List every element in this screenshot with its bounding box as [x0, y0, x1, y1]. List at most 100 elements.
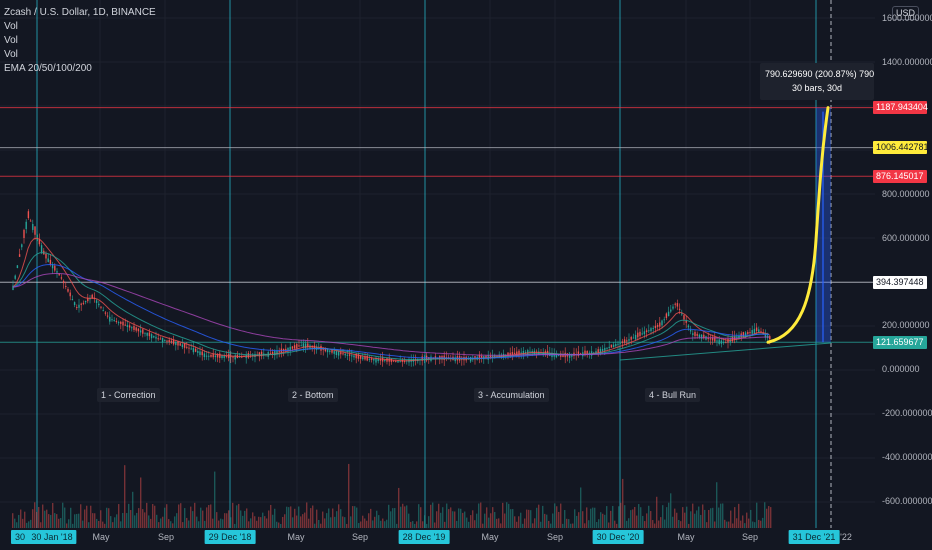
- time-axis-label[interactable]: May: [287, 532, 305, 542]
- candle-body: [379, 358, 382, 361]
- volume-bar: [124, 465, 126, 528]
- currency-badge[interactable]: USD: [892, 6, 920, 20]
- volume-bar: [746, 512, 748, 528]
- volume-bar: [612, 505, 614, 528]
- volume-bar: [620, 502, 622, 528]
- volume-bar: [32, 509, 34, 528]
- volume-bar: [158, 522, 160, 528]
- volume-bar: [666, 507, 668, 528]
- time-axis-label[interactable]: 30 Dec '20: [592, 530, 644, 544]
- ema-indicator[interactable]: EMA 20/50/100/200: [4, 63, 92, 74]
- volume-bar: [116, 514, 118, 528]
- volume-bar: [676, 512, 678, 528]
- candle-body: [159, 338, 162, 340]
- volume-bar: [274, 508, 276, 528]
- y-axis-label: 1600.000000: [882, 13, 932, 23]
- candle-body: [364, 356, 366, 360]
- time-axis-label[interactable]: Sep: [546, 532, 564, 542]
- volume-bar: [418, 504, 420, 528]
- candle-body: [287, 348, 289, 351]
- volume-bar: [292, 517, 294, 528]
- volume-bar: [766, 508, 768, 528]
- volume-bar: [18, 514, 20, 528]
- volume-bar: [402, 503, 404, 528]
- candle-body: [698, 334, 701, 338]
- volume-bar: [570, 523, 572, 528]
- candle-body: [190, 348, 192, 350]
- candle-body: [155, 336, 157, 339]
- volume-bar: [742, 515, 744, 528]
- time-axis-label[interactable]: '22: [840, 532, 852, 542]
- time-axis-label[interactable]: Sep: [351, 532, 369, 542]
- volume-bar: [550, 523, 552, 528]
- volume-bar: [130, 510, 132, 528]
- volume-indicator-2[interactable]: Vol: [4, 35, 18, 46]
- volume-bar: [330, 517, 332, 528]
- candle-body: [632, 337, 635, 339]
- volume-bar: [610, 510, 612, 528]
- time-axis-label[interactable]: May: [92, 532, 110, 542]
- price-tag-level-2: 1006.442781: [873, 141, 929, 154]
- candle-body: [113, 320, 115, 322]
- volume-bar: [90, 505, 92, 528]
- volume-bar: [586, 507, 588, 528]
- time-axis-label[interactable]: May: [677, 532, 695, 542]
- symbol-title[interactable]: Zcash / U.S. Dollar, 1D, BINANCE: [4, 7, 156, 18]
- time-axis-label[interactable]: 31 Dec '21: [788, 530, 840, 544]
- volume-bar: [50, 514, 52, 528]
- candle-body: [289, 346, 291, 352]
- volume-bar: [422, 521, 424, 528]
- candle-body: [555, 353, 558, 358]
- volume-bar: [536, 507, 538, 528]
- volume-bar: [574, 509, 576, 528]
- volume-bar: [284, 514, 286, 528]
- candle-body: [513, 352, 516, 354]
- candle-body: [716, 340, 718, 342]
- volume-bar: [566, 518, 568, 528]
- volume-bar: [172, 523, 174, 528]
- volume-bar: [254, 516, 256, 528]
- volume-bar: [594, 507, 596, 528]
- time-axis-label[interactable]: 28 Dec '19: [398, 530, 450, 544]
- volume-bar: [494, 512, 496, 528]
- time-axis-label[interactable]: May: [481, 532, 499, 542]
- y-axis-label: -400.000000: [882, 452, 932, 462]
- volume-bar: [240, 510, 242, 528]
- ema-line: [12, 237, 770, 362]
- candle-body: [346, 354, 349, 356]
- volume-bar: [314, 523, 316, 528]
- candle-body: [516, 351, 518, 355]
- candle-body: [769, 336, 771, 340]
- time-axis-label[interactable]: 30 Jan '18: [27, 530, 77, 544]
- volume-bar: [112, 522, 114, 528]
- volume-bar: [588, 520, 590, 528]
- time-axis-label[interactable]: 29 Dec '18: [204, 530, 256, 544]
- volume-bar: [528, 509, 530, 528]
- time-axis-label[interactable]: Sep: [741, 532, 759, 542]
- candle-body: [496, 355, 498, 357]
- volume-indicator-1[interactable]: Vol: [4, 21, 18, 32]
- volume-bar: [606, 506, 608, 528]
- candle-body: [128, 325, 131, 328]
- volume-bar: [618, 506, 620, 528]
- candle-body: [645, 330, 648, 332]
- candle-body: [667, 311, 670, 317]
- volume-bar: [184, 508, 186, 528]
- candle-body: [711, 337, 714, 341]
- volume-bar: [480, 502, 482, 528]
- volume-bar: [458, 508, 460, 528]
- volume-bar: [182, 522, 184, 528]
- candle-body: [183, 343, 186, 348]
- time-axis-label[interactable]: 30: [10, 530, 30, 544]
- volume-indicator-3[interactable]: Vol: [4, 49, 18, 60]
- volume-bar: [572, 523, 574, 528]
- candle-body: [324, 347, 327, 352]
- candle-body: [597, 349, 599, 353]
- volume-bar: [724, 519, 726, 528]
- time-axis-label[interactable]: Sep: [157, 532, 175, 542]
- candle-body: [652, 327, 654, 329]
- candle-body: [568, 353, 571, 358]
- volume-bar: [708, 509, 710, 528]
